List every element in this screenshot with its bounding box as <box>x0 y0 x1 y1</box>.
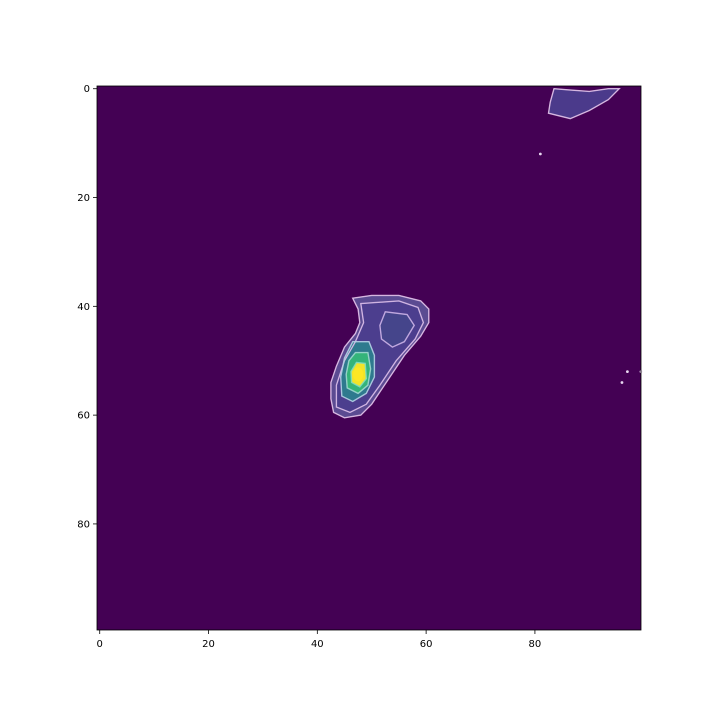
y-axis: 0 20 40 60 80 <box>77 84 97 530</box>
y-tick-label-1: 20 <box>77 193 90 204</box>
y-tick-label-0: 0 <box>84 84 90 95</box>
central-blob-contour-4 <box>345 351 372 395</box>
speck-0 <box>538 152 542 156</box>
heatmap-intensity-layer <box>330 88 620 418</box>
x-axis: 0 20 40 60 80 <box>97 630 542 650</box>
x-tick-label-3: 60 <box>420 639 433 650</box>
central-blob-contour-outline-1 <box>336 300 424 413</box>
x-tick-label-0: 0 <box>97 639 103 650</box>
y-tick-label-3: 60 <box>77 411 90 422</box>
top-right-blob-contour-outline-0 <box>548 88 621 120</box>
central-blob-contour-5 <box>350 361 368 388</box>
speck-2 <box>620 381 624 384</box>
x-tick-label-4: 80 <box>529 639 542 650</box>
x-tick-label-1: 20 <box>202 639 215 650</box>
y-tick-label-4: 80 <box>77 519 90 530</box>
central-blob-peak <box>353 367 364 382</box>
speck-1 <box>626 370 629 373</box>
y-tick-label-2: 40 <box>77 302 90 313</box>
speck-layer <box>538 152 643 384</box>
central-blob-contour-outline-0 <box>330 295 430 419</box>
plot-area <box>96 85 643 631</box>
central-blob-contour-3 <box>339 341 376 403</box>
axes-frame <box>96 85 642 631</box>
top-right-blob-fill-level-0 <box>548 88 620 119</box>
central-blob-fill-level-2 <box>379 311 415 348</box>
contour-layer <box>330 87 621 419</box>
x-tick-label-2: 40 <box>311 639 324 650</box>
central-blob-contour-2 <box>379 311 416 348</box>
